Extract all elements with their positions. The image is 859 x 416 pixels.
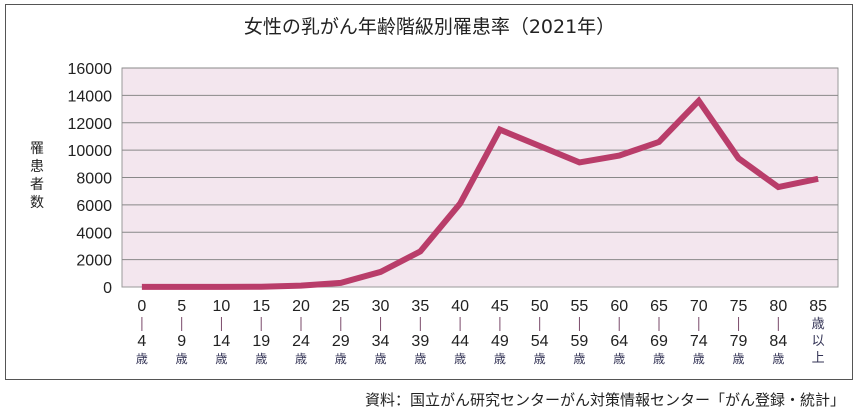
y-tick-label: 14000	[68, 88, 113, 105]
x-tick-unit: 以	[812, 333, 825, 348]
x-tick-unit: 歳	[653, 352, 665, 366]
x-tick-label: 24	[292, 333, 310, 350]
x-tick-label: 80	[769, 298, 787, 315]
series-line	[141, 96, 819, 290]
x-tick-label: 75	[730, 298, 748, 315]
x-tick-unit: 歳	[136, 352, 148, 366]
x-tick-label: 54	[531, 333, 549, 350]
x-tick-unit: 歳	[215, 352, 227, 366]
x-tick-label: 19	[252, 333, 270, 350]
x-tick-unit: 歳	[494, 352, 506, 366]
x-tick-unit: 歳	[693, 352, 705, 366]
x-tick-unit: 歳	[534, 352, 546, 366]
y-axis-label: 罹患者数	[30, 141, 44, 211]
x-tick-label: 65	[650, 298, 668, 315]
x-tick-label: 55	[571, 298, 589, 315]
x-tick-label: 39	[411, 333, 429, 350]
x-tick-unit: 歳	[414, 352, 426, 366]
x-tick-label: 45	[491, 298, 509, 315]
y-tick-label: 16000	[68, 61, 113, 78]
x-tick-unit: 歳	[812, 316, 825, 331]
chart-title: 女性の乳がん年齢階級別罹患率（2021年）	[243, 16, 616, 38]
x-tick-label: 60	[610, 298, 628, 315]
x-tick-label: 5	[177, 298, 186, 315]
x-tick-unit: 歳	[375, 352, 387, 366]
x-tick-label: 74	[690, 333, 708, 350]
x-tick-label: 25	[332, 298, 350, 315]
y-tick-label: 8000	[76, 171, 112, 188]
y-tick-label: 12000	[68, 116, 113, 133]
x-tick-unit: 歳	[613, 352, 625, 366]
x-tick-label: 35	[411, 298, 429, 315]
x-tick-label: 14	[213, 333, 231, 350]
x-tick-label: 10	[213, 298, 231, 315]
x-tick-label: 40	[451, 298, 469, 315]
x-tick-label: 4	[137, 333, 146, 350]
y-tick-label: 4000	[76, 225, 112, 242]
y-tick-label: 6000	[76, 198, 112, 215]
x-tick-label: 29	[332, 333, 350, 350]
x-tick-unit: 歳	[454, 352, 466, 366]
x-tick-unit: 歳	[733, 352, 745, 366]
x-tick-label: 49	[491, 333, 509, 350]
x-tick-label: 69	[650, 333, 668, 350]
y-tick-label: 0	[103, 280, 112, 297]
x-tick-label: 30	[372, 298, 390, 315]
x-tick-unit: 歳	[255, 352, 267, 366]
x-tick-unit: 歳	[772, 352, 784, 366]
x-tick-label: 84	[769, 333, 787, 350]
y-tick-label: 2000	[76, 253, 112, 270]
source-note: 資料：国立がん研究センターがん対策情報センター「がん登録・統計」	[364, 391, 845, 409]
x-tick-label: 59	[571, 333, 589, 350]
x-tick-label: 9	[177, 333, 186, 350]
x-tick-unit: 上	[812, 350, 825, 365]
chart-frame	[5, 4, 853, 380]
x-tick-label: 85	[809, 298, 827, 315]
x-tick-label: 44	[451, 333, 469, 350]
x-tick-label: 64	[610, 333, 628, 350]
y-tick-label: 10000	[68, 143, 113, 160]
x-tick-label: 79	[730, 333, 748, 350]
x-tick-unit: 歳	[176, 352, 188, 366]
x-tick-label: 70	[690, 298, 708, 315]
x-tick-label: 15	[252, 298, 270, 315]
x-tick-label: 34	[372, 333, 390, 350]
x-tick-unit: 歳	[335, 352, 347, 366]
x-tick-label: 20	[292, 298, 310, 315]
x-tick-label: 50	[531, 298, 549, 315]
x-tick-unit: 歳	[573, 352, 585, 366]
x-tick-label: 0	[137, 298, 146, 315]
x-tick-unit: 歳	[295, 352, 307, 366]
